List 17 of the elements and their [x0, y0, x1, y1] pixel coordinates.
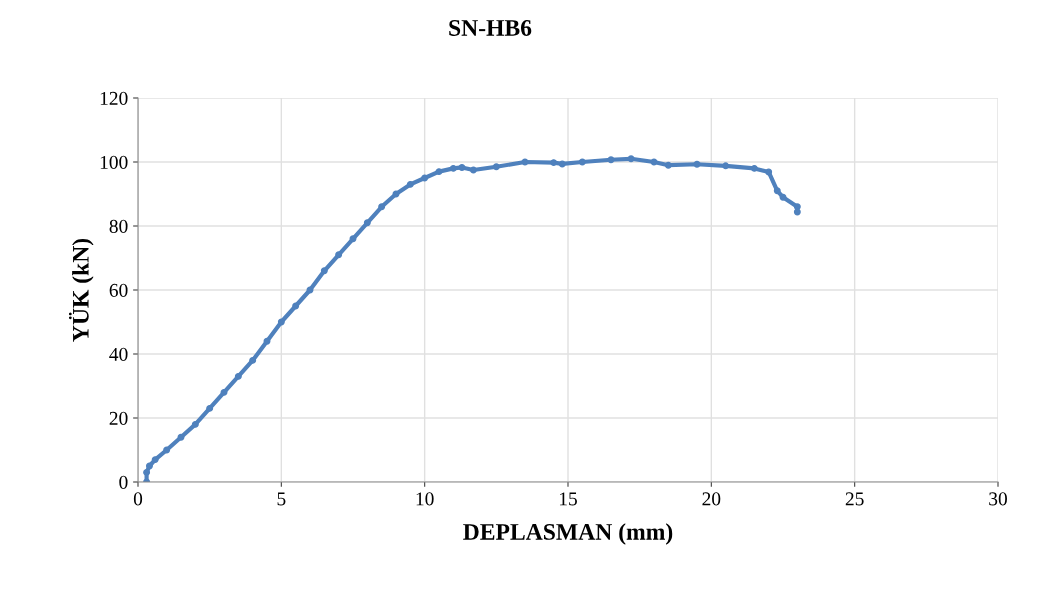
chart-title: SN-HB6	[449, 20, 532, 36]
y-axis-title: YÜK (kN)	[68, 238, 94, 342]
x-tick-label: 10	[416, 492, 434, 506]
y-tick-label: 40	[109, 347, 128, 361]
x-axis-title: DEPLASMAN (mm)	[463, 523, 673, 545]
y-tick-label: 60	[109, 283, 128, 297]
x-tick-label: 0	[133, 492, 143, 506]
y-tick-label: 20	[109, 411, 128, 425]
x-tick-label: 5	[277, 492, 286, 506]
y-tick-label: 120	[100, 91, 128, 105]
x-tick-label: 30	[989, 492, 1007, 506]
x-tick-label: 20	[702, 492, 721, 506]
y-tick-label: 0	[119, 475, 128, 489]
x-tick-label: 15	[559, 492, 577, 506]
y-tick-label: 80	[109, 219, 128, 233]
y-tick-label: 100	[100, 155, 128, 169]
x-tick-label: 25	[845, 492, 864, 506]
